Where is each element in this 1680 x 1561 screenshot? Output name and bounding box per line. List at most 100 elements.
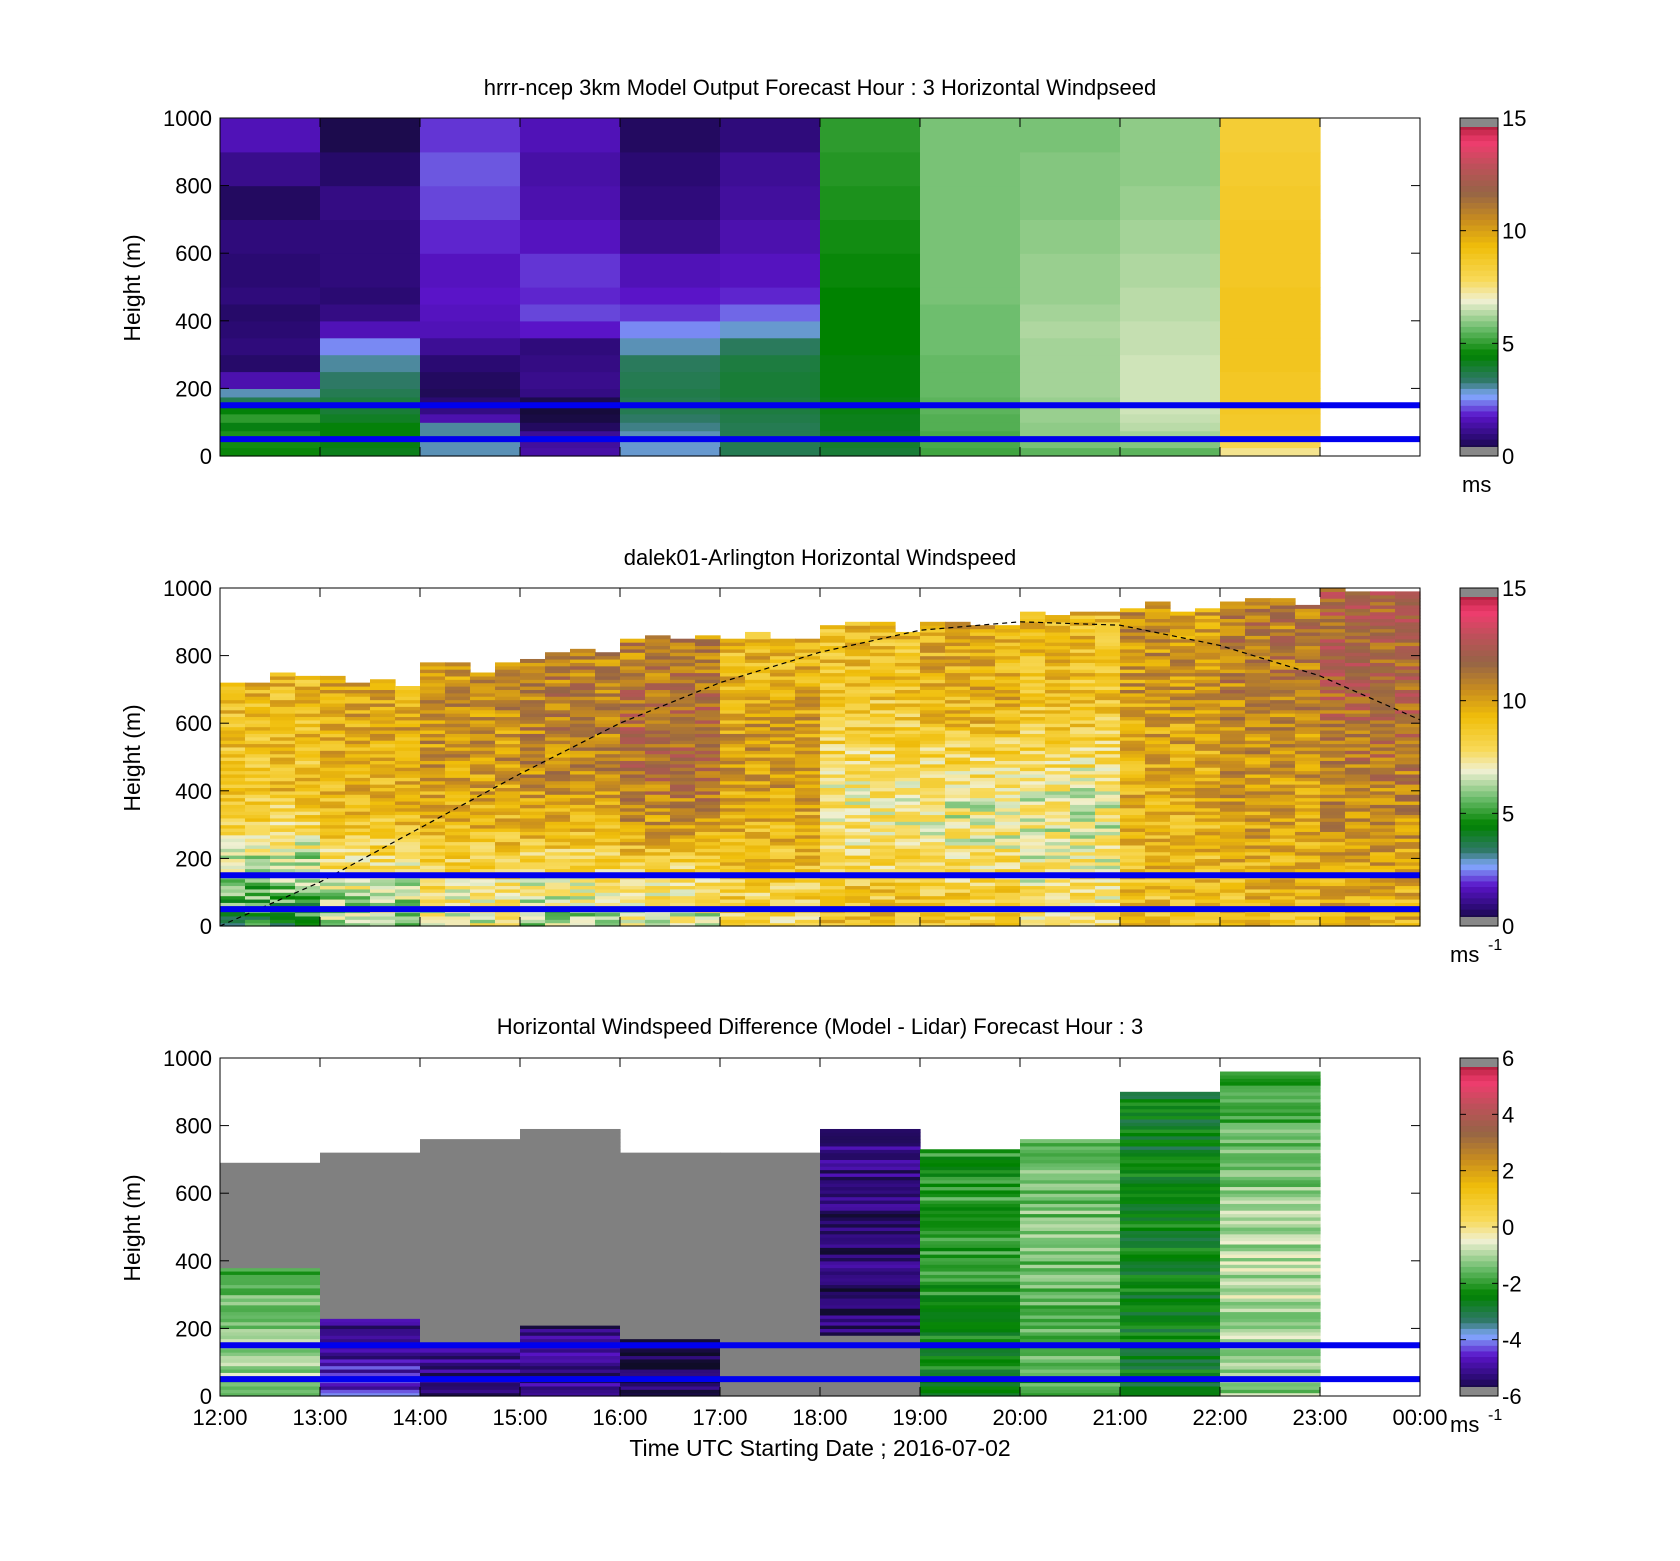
heat-cell [370,726,396,731]
heat-cell [1320,888,1346,893]
heat-cell [1170,915,1196,920]
heat-cell [1320,912,1346,917]
heat-cell [1370,601,1396,606]
heat-cell [770,753,796,758]
heat-cell [320,1362,421,1367]
heat-cell [920,638,946,643]
heat-cell [620,1250,721,1255]
heat-cell [1220,625,1246,630]
heat-cell [220,888,246,893]
heat-cell [670,814,696,819]
heat-cell [520,1233,621,1238]
heat-cell [520,1304,621,1309]
heat-cell [820,773,846,778]
heat-cell [920,713,946,718]
heat-cell [945,655,971,660]
heat-cell [670,895,696,900]
heat-cell [670,757,696,761]
heat-cell [745,750,771,755]
heat-cell [220,750,246,755]
heat-cell [1195,672,1221,677]
heat-cell [1395,750,1421,755]
heat-cell [395,817,421,822]
heat-cell [695,804,721,809]
heat-cell [295,838,321,843]
heat-cell [770,797,796,802]
heat-cell [670,848,696,853]
heat-cell [820,320,921,339]
heat-cell [520,824,546,829]
heat-cell [320,1166,421,1171]
heat-cell [720,723,746,728]
heat-cell [245,885,271,890]
heat-cell [745,895,771,900]
heat-cell [770,784,796,789]
heat-cell [495,865,521,870]
heat-cell [1270,655,1296,660]
heat-cell [420,1260,521,1265]
heat-cell [820,303,921,322]
heat-cell [620,824,646,829]
heat-cell [1345,851,1371,856]
heat-cell [745,912,771,917]
heat-cell [970,780,996,785]
heat-cell [1345,804,1371,809]
heat-cell [1320,611,1346,616]
heat-cell [320,757,346,761]
heat-cell [320,1169,421,1174]
heat-cell [370,746,396,751]
heat-cell [1170,658,1196,663]
heat-cell [1220,919,1246,924]
heat-cell [870,804,896,809]
heat-cell [1145,790,1171,795]
heat-cell [1095,689,1121,694]
heat-cell [1070,628,1096,633]
heat-cell [395,763,421,768]
heat-cell [1370,777,1396,782]
heat-cell [420,1362,521,1367]
heat-cell [520,1389,621,1394]
heat-cell [870,743,896,748]
heat-cell [970,648,996,653]
heat-cell [1145,780,1171,785]
y-axis-label: Height (m) [119,704,145,811]
heat-cell [1145,858,1171,863]
heat-cell [370,696,396,701]
heat-cell [995,635,1021,640]
heat-cell [1345,702,1371,707]
heat-cell [520,1203,621,1208]
heat-cell [1020,621,1046,626]
heat-cell [720,413,821,423]
heat-cell [1045,878,1071,883]
heat-cell [1245,692,1271,697]
heat-cell [1120,851,1146,856]
heat-cell [695,919,721,924]
heat-cell [345,817,371,822]
heat-cell [970,912,996,917]
heat-cell [620,1308,721,1313]
heat-cell [320,902,346,907]
heat-cell [745,800,771,805]
y-axis-label: Height (m) [119,234,145,341]
heat-cell [595,723,621,728]
heat-cell [1370,655,1396,660]
heat-cell [1370,702,1396,707]
heat-cell [1395,729,1421,734]
heat-cell [720,1358,821,1363]
heat-cell [1245,716,1271,721]
heat-cell [670,790,696,795]
heat-cell [470,915,496,920]
heat-cell [495,858,521,863]
heat-cell [295,824,321,829]
heat-cell [295,716,321,721]
heat-cell [620,821,646,826]
heat-cell [720,682,746,687]
heat-cell [1370,608,1396,613]
heat-cell [995,898,1021,903]
heat-cell [420,1142,521,1147]
heat-cell [845,898,871,903]
heat-cell [1195,736,1221,741]
heat-cell [1370,652,1396,657]
heat-cell [320,447,421,457]
heat-cell [270,699,296,704]
